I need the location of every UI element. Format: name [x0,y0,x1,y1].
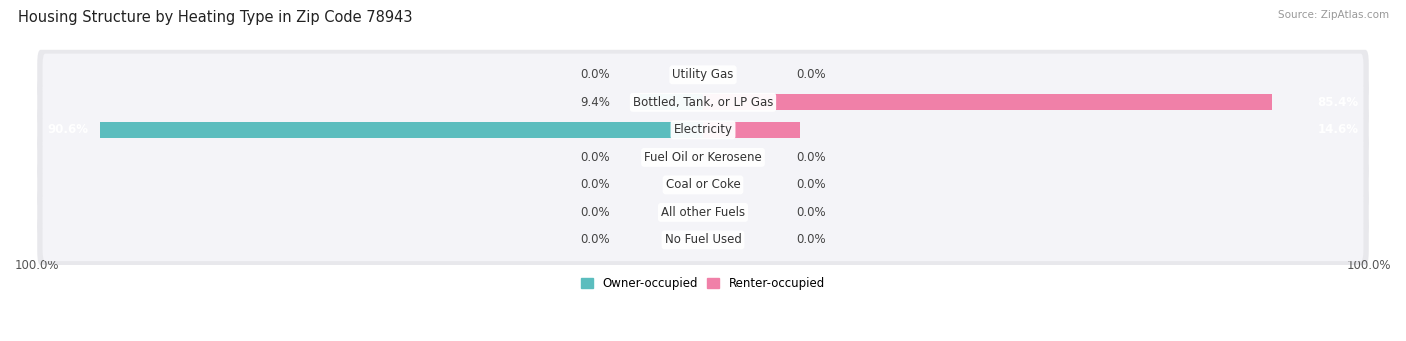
Text: Source: ZipAtlas.com: Source: ZipAtlas.com [1278,10,1389,20]
FancyBboxPatch shape [37,105,1369,155]
FancyBboxPatch shape [37,160,1369,210]
Bar [703,122,800,138]
FancyBboxPatch shape [37,215,1369,265]
Text: 0.0%: 0.0% [796,68,825,81]
Text: 90.6%: 90.6% [48,123,89,136]
Text: 14.6%: 14.6% [1317,123,1358,136]
Text: 0.0%: 0.0% [796,151,825,164]
FancyBboxPatch shape [42,191,1364,234]
Text: 85.4%: 85.4% [1317,96,1358,109]
FancyBboxPatch shape [37,77,1369,128]
Text: 0.0%: 0.0% [581,151,610,164]
FancyBboxPatch shape [37,50,1369,100]
Text: 9.4%: 9.4% [579,96,610,109]
FancyBboxPatch shape [37,187,1369,237]
Text: Bottled, Tank, or LP Gas: Bottled, Tank, or LP Gas [633,96,773,109]
Text: 0.0%: 0.0% [796,234,825,247]
Bar [703,94,1271,110]
Text: Housing Structure by Heating Type in Zip Code 78943: Housing Structure by Heating Type in Zip… [18,10,413,25]
FancyBboxPatch shape [37,132,1369,182]
Text: 0.0%: 0.0% [581,178,610,191]
FancyBboxPatch shape [42,54,1364,96]
Text: 0.0%: 0.0% [796,178,825,191]
FancyBboxPatch shape [42,136,1364,179]
Bar [640,94,703,110]
Text: Electricity: Electricity [673,123,733,136]
Text: Fuel Oil or Kerosene: Fuel Oil or Kerosene [644,151,762,164]
Text: 0.0%: 0.0% [581,206,610,219]
FancyBboxPatch shape [42,164,1364,206]
Text: 0.0%: 0.0% [796,206,825,219]
Text: All other Fuels: All other Fuels [661,206,745,219]
Legend: Owner-occupied, Renter-occupied: Owner-occupied, Renter-occupied [581,277,825,290]
Text: 0.0%: 0.0% [581,234,610,247]
Text: 0.0%: 0.0% [581,68,610,81]
Text: No Fuel Used: No Fuel Used [665,234,741,247]
FancyBboxPatch shape [42,219,1364,261]
FancyBboxPatch shape [42,109,1364,151]
FancyBboxPatch shape [42,81,1364,123]
Text: Utility Gas: Utility Gas [672,68,734,81]
Bar [100,122,703,138]
Text: Coal or Coke: Coal or Coke [665,178,741,191]
